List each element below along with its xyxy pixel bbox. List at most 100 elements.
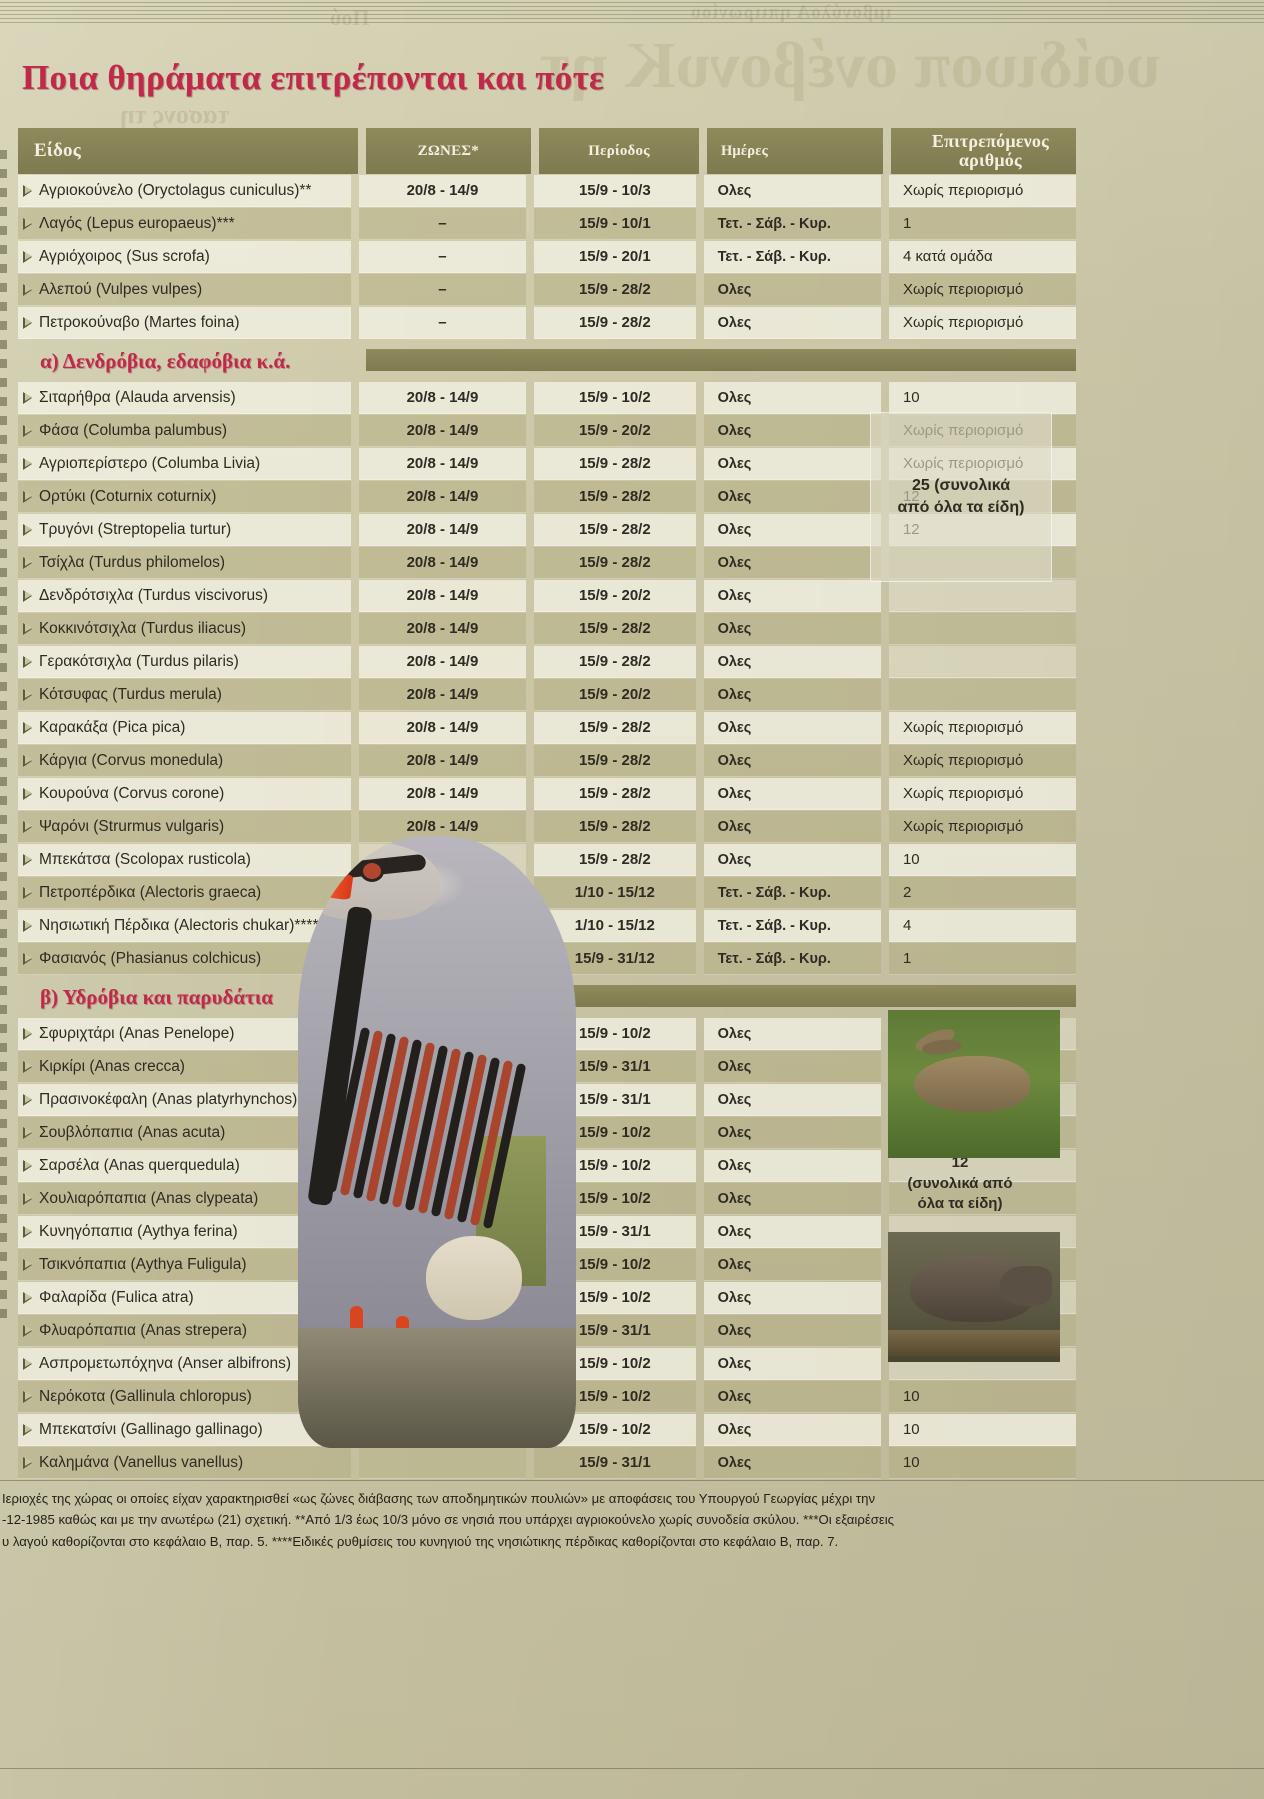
bullet-triangle-icon	[23, 250, 32, 263]
species-label: Αγριοπερίστερο (Columba Livia)	[39, 454, 261, 472]
cell-days: Ολες	[703, 1117, 881, 1149]
bullet-triangle-icon	[23, 1258, 32, 1271]
cell-limit: 2	[888, 877, 1076, 909]
cell-days: Ολες	[703, 1348, 881, 1380]
cell-period: 15/9 - 28/2	[534, 547, 696, 579]
photo-rock-partridge	[298, 836, 576, 1448]
cell-species: Χουλιαρόπαπια (Anas clypeata)	[18, 1183, 351, 1215]
cell-species: Τσίχλα (Turdus philomelos)	[18, 547, 351, 579]
cell-zones: 20/8 - 14/9	[358, 679, 527, 711]
species-label: Δενδρότσιχλα (Turdus viscivorus)	[39, 586, 269, 604]
species-label: Ψαρόνι (Strurmus vulgaris)	[39, 817, 225, 835]
species-label: Ασπρομετωπόχηνα (Anser albifrons)	[39, 1354, 292, 1372]
bullet-triangle-icon	[23, 1357, 32, 1370]
species-label: Πετροπέρδικα (Alectoris graeca)	[39, 883, 262, 901]
column-header-zones: ΖΩΝΕΣ*	[365, 128, 532, 174]
cell-limit	[888, 613, 1076, 645]
cell-limit	[888, 646, 1076, 678]
cell-species: Τσικνόπαπια (Aythya Fuligula)	[18, 1249, 351, 1281]
cell-limit: 10	[888, 1447, 1076, 1479]
table-row: Σιταρήθρα (Alauda arvensis) 20/8 - 14/9 15…	[18, 382, 1076, 414]
table-header-row: Είδος ΖΩΝΕΣ* Περίοδος Ημέρες Επιτρεπόμεν…	[18, 128, 1076, 174]
bullet-triangle-icon	[23, 391, 32, 404]
cell-species: Φασιανός (Phasianus colchicus)	[18, 943, 351, 975]
cell-limit: Χωρίς περιορισμό	[888, 811, 1076, 843]
bullet-triangle-icon	[23, 1390, 32, 1403]
species-label: Κάργια (Corvus monedula)	[39, 751, 224, 769]
bullet-triangle-icon	[23, 1060, 32, 1073]
cell-species: Πετροπέρδικα (Alectoris graeca)	[18, 877, 351, 909]
cell-species: Φαλαρίδα (Fulica atra)	[18, 1282, 351, 1314]
cell-limit: 1	[888, 208, 1076, 240]
cell-zones: –	[358, 307, 527, 339]
cell-species: Κοκκινότσιχλα (Turdus iliacus)	[18, 613, 351, 645]
cell-species: Αγριοπερίστερο (Columba Livia)	[18, 448, 351, 480]
column-header-days: Ημέρες	[706, 128, 883, 174]
column-header-limit-line2: αριθμός	[958, 150, 1022, 170]
cell-period: 15/9 - 10/2	[534, 382, 696, 414]
table-row: Ψαρόνι (Strurmus vulgaris) 20/8 - 14/9 15/…	[18, 811, 1076, 843]
cell-days: Ολες	[703, 1447, 881, 1479]
species-label: Λαγός (Lepus europaeus)***	[39, 214, 235, 232]
species-label: Καλημάνα (Vanellus vanellus)	[39, 1453, 244, 1471]
page-bottom-rule	[0, 1768, 1264, 1769]
cell-species: Τρυγόνι (Streptopelia turtur)	[18, 514, 351, 546]
footnote-line-3: υ λαγού καθορίζονται στο κεφάλαιο Β, παρ…	[2, 1533, 839, 1549]
boar-head	[1000, 1266, 1052, 1306]
cell-species: Καρακάξα (Pica pica)	[18, 712, 351, 744]
species-label: Σαρσέλα (Anas querquedula)	[39, 1156, 240, 1174]
species-label: Κοκκινότσιχλα (Turdus iliacus)	[39, 619, 247, 637]
cell-days: Ολες	[703, 844, 881, 876]
cell-zones: 20/8 - 14/9	[358, 547, 527, 579]
cell-limit	[888, 580, 1076, 612]
bullet-triangle-icon	[23, 457, 32, 470]
cell-limit: 10	[888, 844, 1076, 876]
bullet-triangle-icon	[23, 1324, 32, 1337]
bullet-triangle-icon	[23, 1093, 32, 1106]
species-label: Γερακότσιχλα (Turdus pilaris)	[39, 652, 239, 670]
cell-species: Πρασινοκέφαλη (Anas platyrhynchos)	[18, 1084, 351, 1116]
cell-species: Φάσα (Columba palumbus)	[18, 415, 351, 447]
cell-period: 15/9 - 20/2	[534, 679, 696, 711]
species-label: Σφυριχτάρι (Anas Penelope)	[39, 1024, 235, 1042]
bullet-triangle-icon	[23, 1225, 32, 1238]
cell-limit: 10	[888, 382, 1076, 414]
footnote-line-2: -12-1985 καθώς και με την ανωτέρω (21) σ…	[2, 1512, 895, 1528]
merged-cell-limit-12: 12 (συνολικά από όλα τα είδη)	[870, 882, 1050, 1214]
species-label: Αγριοκούνελο (Oryctolagus cuniculus)**	[39, 181, 312, 199]
bullet-triangle-icon	[23, 316, 32, 329]
cell-days: Τετ. - Σάβ. - Κυρ.	[703, 910, 881, 942]
cell-days: Ολες	[703, 1249, 881, 1281]
species-label: Τσίχλα (Turdus philomelos)	[39, 553, 226, 571]
cell-species: Δενδρότσιχλα (Turdus viscivorus)	[18, 580, 351, 612]
cell-zones: 20/8 - 14/9	[358, 415, 527, 447]
table-row: Γερακότσιχλα (Turdus pilaris) 20/8 - 14/9…	[18, 646, 1076, 678]
species-label: Αλεπού (Vulpes vulpes)	[39, 280, 203, 298]
species-label: Φασιανός (Phasianus colchicus)	[39, 949, 262, 967]
cell-days: Ολες	[703, 1018, 881, 1050]
species-label: Καρακάξα (Pica pica)	[39, 718, 186, 736]
species-label: Τσικνόπαπια (Aythya Fuligula)	[39, 1255, 247, 1273]
cell-period: 15/9 - 28/2	[534, 481, 696, 513]
species-label: Νησιωτική Πέρδικα (Alectoris chukar)****	[39, 916, 319, 934]
cell-days: Ολες	[703, 1183, 881, 1215]
bullet-triangle-icon	[23, 589, 32, 602]
cell-days: Ολες	[703, 646, 881, 678]
cell-days: Ολες	[703, 1084, 881, 1116]
cell-days: Ολες	[703, 481, 881, 513]
bullet-triangle-icon	[23, 1027, 32, 1040]
cell-period: 15/9 - 28/2	[534, 448, 696, 480]
cell-days: Ολες	[703, 1282, 881, 1314]
species-label: Αγριόχοιρος (Sus scrofa)	[39, 247, 210, 265]
cell-period: 15/9 - 10/1	[534, 208, 696, 240]
cell-period: 15/9 - 20/2	[534, 580, 696, 612]
cell-days: Ολες	[703, 1414, 881, 1446]
cell-limit	[888, 679, 1076, 711]
cell-zones: 20/8 - 14/9	[358, 778, 527, 810]
cell-zones: 20/8 - 14/9	[358, 514, 527, 546]
species-label: Χουλιαρόπαπια (Anas clypeata)	[39, 1189, 259, 1207]
footnote-line-1: Ιεριοχές της χώρας οι οποίες είχαν χαρακ…	[2, 1491, 876, 1506]
cell-species: Ασπρομετωπόχηνα (Anser albifrons)	[18, 1348, 351, 1380]
bullet-triangle-icon	[23, 820, 32, 833]
cell-zones: –	[358, 208, 527, 240]
